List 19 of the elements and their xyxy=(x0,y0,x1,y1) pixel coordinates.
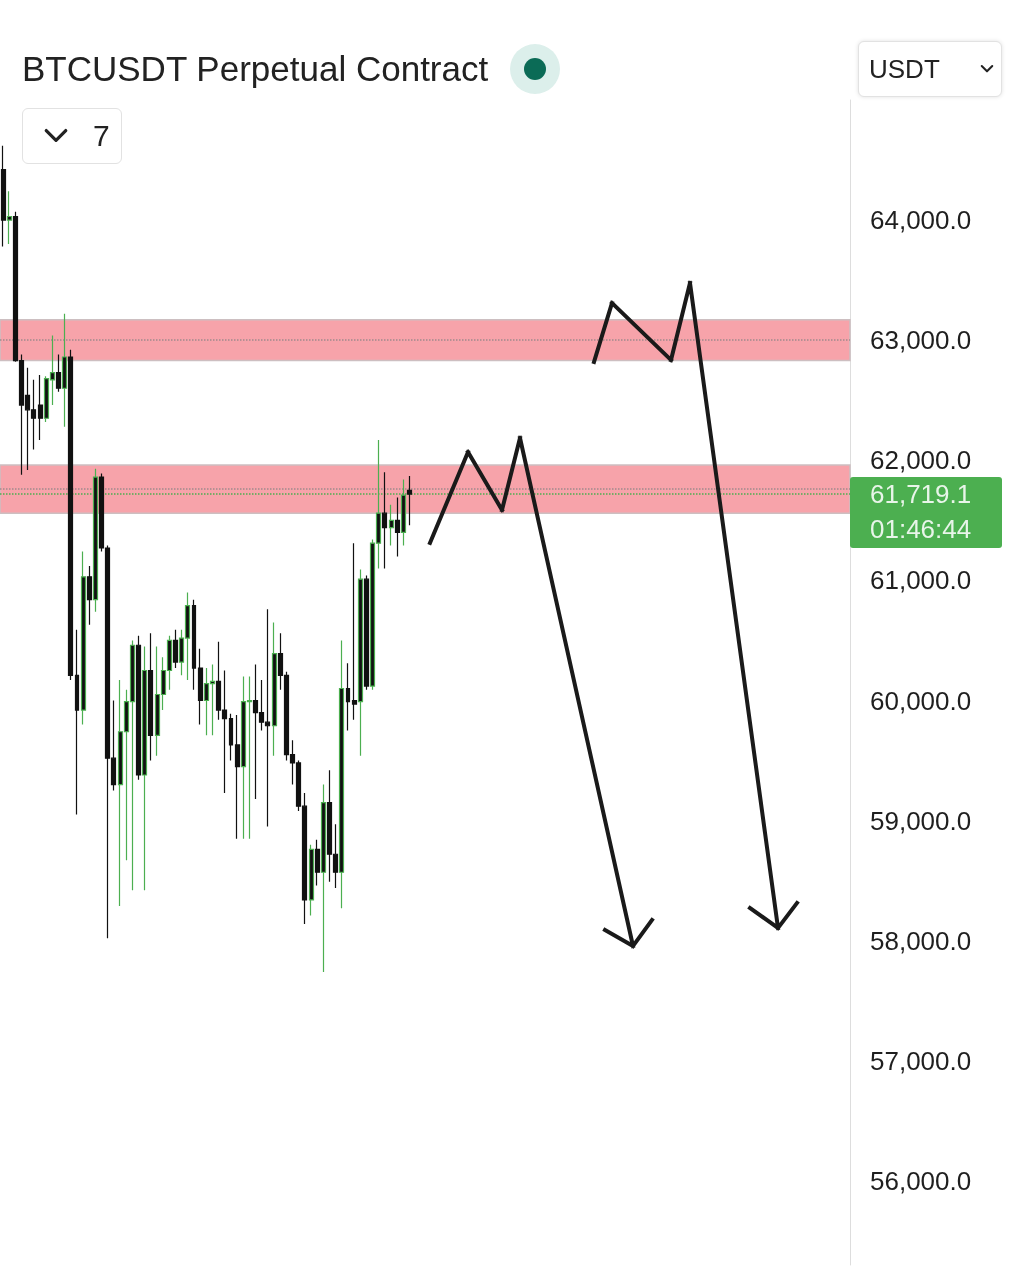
candlestick xyxy=(191,599,197,691)
y-tick-label: 62,000.0 xyxy=(870,445,972,476)
candlestick xyxy=(74,629,80,816)
y-tick-label: 61,000.0 xyxy=(870,565,972,596)
dropdown-button: 7 xyxy=(22,108,122,164)
candlestick xyxy=(228,713,234,762)
currency-dropdown: USDT xyxy=(858,41,1002,97)
text: 01:46:44 xyxy=(870,514,972,545)
ref-line-label: 61,719.1 xyxy=(870,479,972,510)
y-tick-label: 60,000.0 xyxy=(870,685,972,716)
annotation: 7 xyxy=(93,119,110,153)
y-tick-label: 64,000.0 xyxy=(870,205,972,236)
candlestick xyxy=(345,662,351,732)
y-tick-label: 56,000.0 xyxy=(870,1165,972,1196)
y-tick-label: 59,000.0 xyxy=(870,805,972,836)
y-tick-label: 58,000.0 xyxy=(870,925,972,956)
chart-title: BTCUSDT Perpetual Contract xyxy=(22,48,489,90)
y-tick-label: 63,000.0 xyxy=(870,325,972,356)
y-tick-label: 57,000.0 xyxy=(870,1045,972,1076)
